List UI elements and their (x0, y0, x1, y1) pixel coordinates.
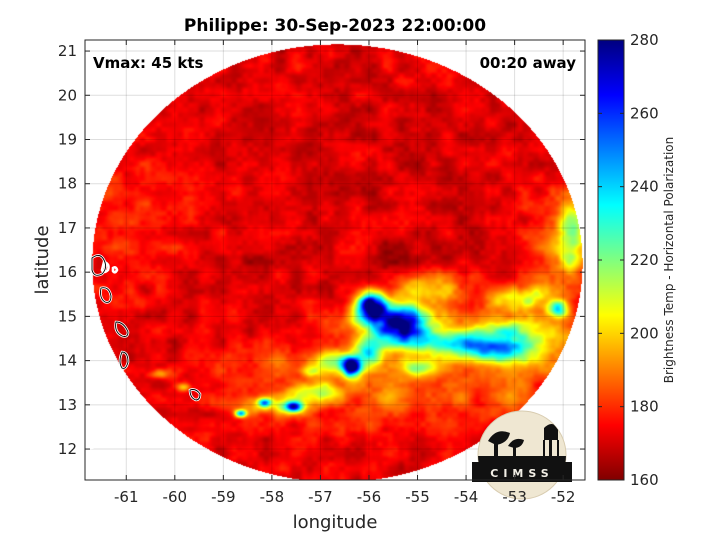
x-tick-label: -61 (114, 488, 139, 506)
axes-box (84, 39, 586, 481)
x-tick-label: -60 (163, 488, 188, 506)
y-tick-label: 12 (58, 440, 77, 458)
y-axis-label: latitude (32, 225, 53, 294)
island-outlines-dark (91, 255, 201, 401)
logo-dish-icon-2 (508, 438, 524, 448)
colorbar-tick-label: 160 (630, 471, 659, 489)
chart-title: Philippe: 30-Sep-2023 22:00:00 (184, 16, 486, 36)
x-tick-label: -54 (454, 488, 479, 506)
island-outline (100, 260, 110, 274)
colorbar-tick-label: 200 (630, 324, 659, 342)
colorbar-tick-label: 240 (630, 178, 659, 196)
colorbar-label: Brightness Temp - Horizontal Polarizatio… (662, 137, 676, 384)
colorbar-tick-label: 260 (630, 104, 659, 122)
island-outline (84, 194, 94, 202)
y-tick-label: 15 (58, 307, 77, 325)
x-tick-label: -58 (260, 488, 285, 506)
y-tick-label: 14 (58, 352, 77, 370)
colorbar-tick-label: 280 (630, 31, 659, 49)
island-outline (111, 266, 119, 274)
y-tick-label: 16 (58, 263, 77, 281)
island-outline (111, 386, 121, 396)
y-tick-label: 17 (58, 219, 77, 237)
y-tick-label: 20 (58, 86, 77, 104)
y-tick-label: 13 (58, 396, 77, 414)
y-tick-label: 19 (58, 130, 77, 148)
grid-lines (85, 40, 585, 480)
x-tick-label: -56 (357, 488, 382, 506)
x-tick-label: -59 (211, 488, 236, 506)
colorbar (597, 39, 625, 481)
logo-text: CIMSS (490, 467, 553, 480)
brightness-temp-heatmap (85, 40, 585, 480)
x-tick-label: -53 (502, 488, 527, 506)
x-tick-label: -55 (405, 488, 430, 506)
x-tick-label: -52 (551, 488, 576, 506)
vmax-annotation: Vmax: 45 kts (93, 54, 203, 72)
y-tick-label: 21 (58, 42, 77, 60)
x-tick-label: -57 (308, 488, 333, 506)
axis-ticks: -61 -60 -59 -58 -57 -56 -55 -54 -53 -52 12 13 14 15 16… (58, 40, 585, 506)
colorbar-tick-label: 180 (630, 398, 659, 416)
x-axis-label: longitude (293, 512, 378, 533)
island-outline (86, 437, 98, 450)
y-tick-label: 18 (58, 175, 77, 193)
colorbar-ticks: 160 180 200 220 240 260 280 (598, 31, 659, 489)
time-away-annotation: 00:20 away (480, 54, 577, 72)
cimss-logo: CIMSS (472, 410, 572, 500)
logo-dish-icon (488, 431, 510, 445)
colorbar-tick-label: 220 (630, 251, 659, 269)
